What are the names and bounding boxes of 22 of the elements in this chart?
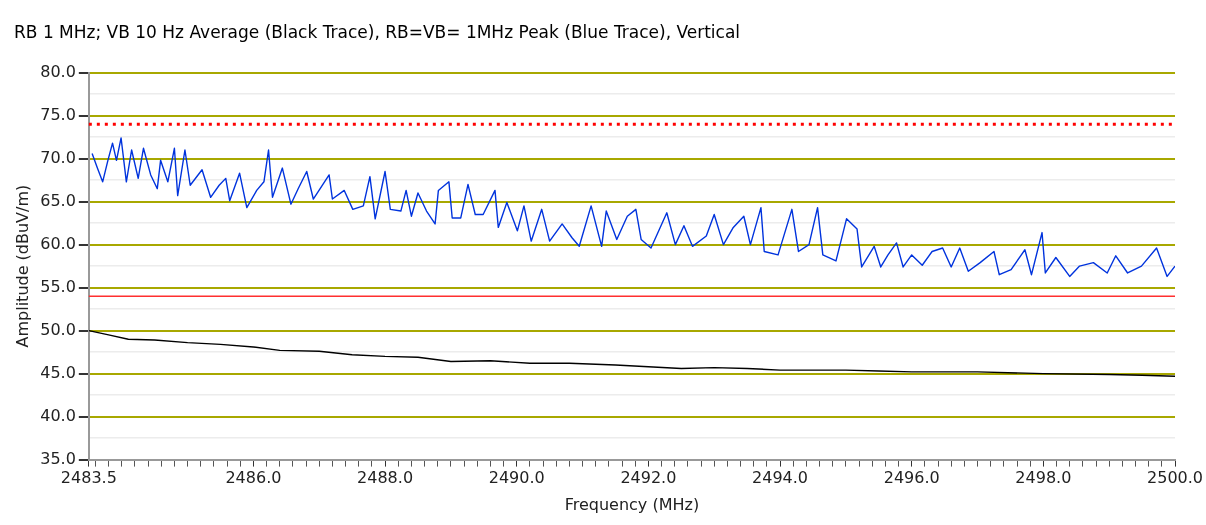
x-tick-label: 2490.0 <box>488 468 545 488</box>
x-tick-label: 2492.0 <box>620 468 677 488</box>
x-tick-label: 2486.0 <box>225 468 282 488</box>
x-tick-label: 2498.0 <box>1015 468 1072 488</box>
y-axis-title: Amplitude (dBuV/m) <box>12 184 32 348</box>
x-tick-label: 2500.0 <box>1147 468 1203 488</box>
y-tick-label: 35.0 <box>40 448 76 468</box>
chart-title: RB 1 MHz; VB 10 Hz Average (Black Trace), RB=VB= 1MHz Peak (Blue Trace), Vertical <box>14 22 741 42</box>
x-tick-label: 2483.5 <box>60 468 117 488</box>
y-tick-label: 45.0 <box>40 362 76 382</box>
y-tick-label: 60.0 <box>40 233 76 253</box>
y-tick-label: 70.0 <box>40 147 76 167</box>
y-tick-label: 50.0 <box>40 319 76 339</box>
x-tick-label: 2494.0 <box>752 468 809 488</box>
y-tick-label: 55.0 <box>40 276 76 296</box>
y-tick-label: 40.0 <box>40 405 76 425</box>
x-tick-label: 2488.0 <box>357 468 414 488</box>
y-tick-label: 65.0 <box>40 190 76 210</box>
y-tick-label: 75.0 <box>40 104 76 124</box>
x-axis-title: Frequency (MHz) <box>564 494 700 514</box>
y-tick-label: 80.0 <box>40 61 76 81</box>
x-tick-label: 2496.0 <box>883 468 940 488</box>
